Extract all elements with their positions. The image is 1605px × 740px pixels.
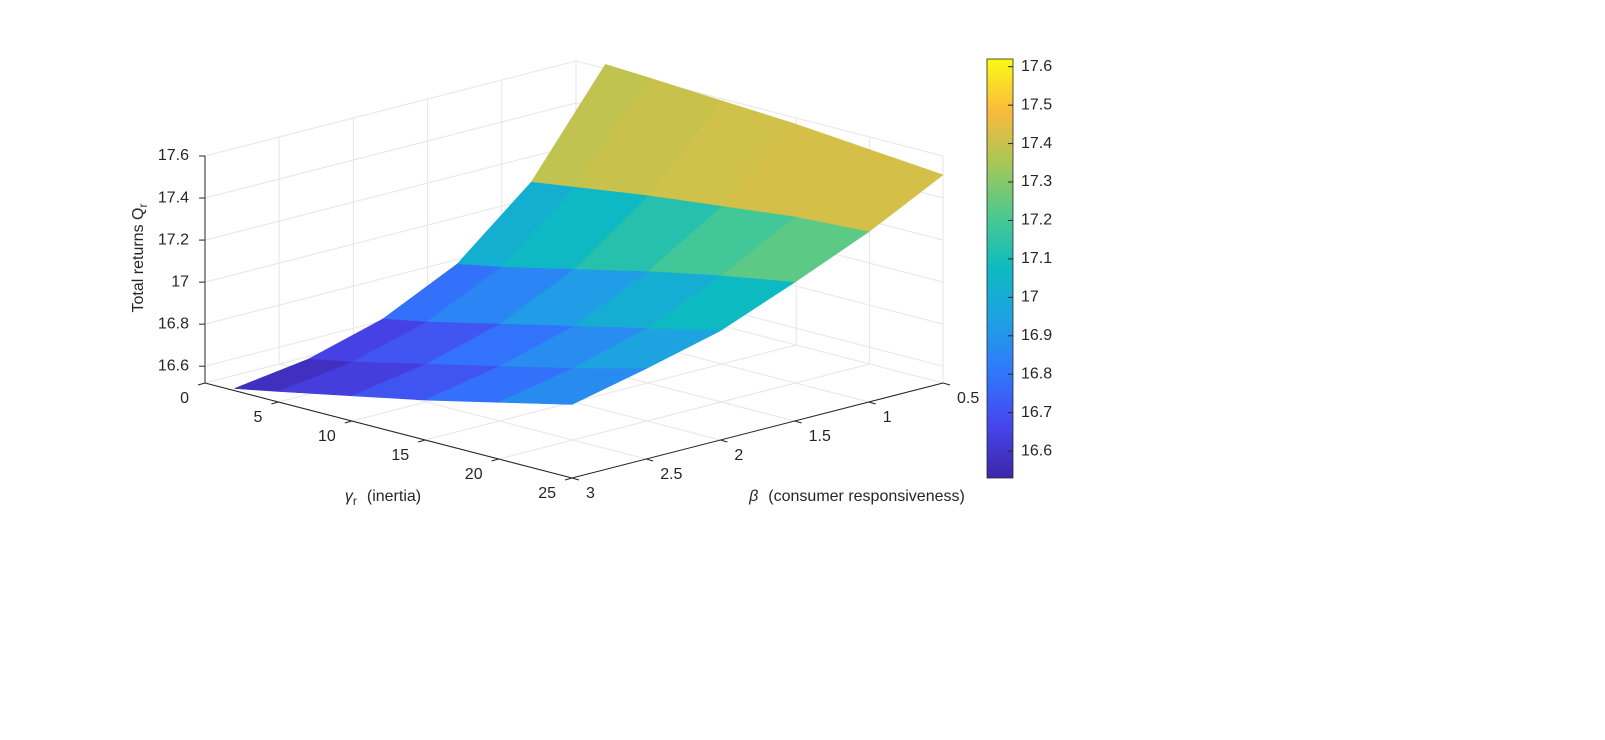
colorbar-tick-label: 16.6 — [1021, 442, 1052, 459]
x-tick-label: 0 — [180, 390, 189, 407]
colorbar — [986, 58, 1014, 479]
y-tick — [942, 382, 951, 386]
z-tick-label: 17.6 — [158, 147, 189, 164]
colorbar-tick-label: 17.1 — [1021, 250, 1052, 267]
x-label-symbol: γ — [345, 488, 354, 505]
z-label-sub: r — [136, 204, 150, 208]
x-tick — [491, 458, 499, 462]
x-label-text: (inertia) — [367, 488, 421, 505]
colorbar-tick-label: 16.9 — [1021, 327, 1052, 344]
x-tick-label: 5 — [253, 409, 262, 426]
colorbar-tick-label: 16.7 — [1021, 404, 1052, 421]
y-tick-label: 1.5 — [809, 428, 831, 445]
x-tick — [271, 401, 279, 405]
z-tick-label: 17 — [171, 273, 189, 290]
y-tick-label: 1 — [883, 409, 892, 426]
z-tick-label: 16.8 — [158, 315, 189, 332]
colorbar-tick-label: 17.6 — [1021, 58, 1052, 75]
y-tick-label: 2 — [734, 447, 743, 464]
x-axis-line — [204, 382, 573, 479]
colorbar-tick-label: 17.4 — [1021, 135, 1052, 152]
surface-patch — [498, 368, 647, 405]
z-tick-label: 17.2 — [158, 231, 189, 248]
colorbar-tick-label: 17.5 — [1021, 96, 1052, 113]
y-tick — [571, 477, 580, 481]
y-tick — [868, 401, 876, 405]
x-tick-label: 25 — [538, 485, 556, 502]
x-tick-label: 10 — [318, 428, 336, 445]
z-tick-label: 17.4 — [158, 189, 189, 206]
y-tick — [646, 458, 654, 462]
colorbar-tick-label: 16.8 — [1021, 365, 1052, 382]
y-axis-line — [571, 382, 944, 479]
colorbar-tick-label: 17.3 — [1021, 173, 1052, 190]
x-tick — [197, 382, 206, 386]
z-label-text: Total returns Q — [130, 208, 147, 313]
x-axis-label: γr (inertia) — [345, 488, 421, 508]
y-tick-label: 2.5 — [660, 466, 682, 483]
x-tick — [418, 439, 426, 443]
x-tick — [344, 420, 352, 424]
x-tick-label: 20 — [465, 466, 483, 483]
colorbar-tick-label: 17.2 — [1021, 212, 1052, 229]
colorbar-tick-label: 17 — [1021, 289, 1039, 306]
y-tick — [794, 420, 802, 424]
x-tick — [564, 477, 573, 481]
y-tick-label: 3 — [586, 485, 595, 502]
y-tick — [720, 439, 728, 443]
grid-line — [278, 137, 647, 460]
x-label-sub: r — [353, 494, 357, 508]
z-axis-label: Total returns Qr — [130, 204, 150, 313]
z-tick-label: 16.6 — [158, 357, 189, 374]
y-axis-label: β (consumer responsiveness) — [748, 488, 965, 505]
y-label-symbol: β — [748, 488, 758, 505]
y-label-text: (consumer responsiveness) — [768, 488, 965, 505]
x-tick-label: 15 — [391, 447, 409, 464]
y-tick-label: 0.5 — [957, 390, 979, 407]
